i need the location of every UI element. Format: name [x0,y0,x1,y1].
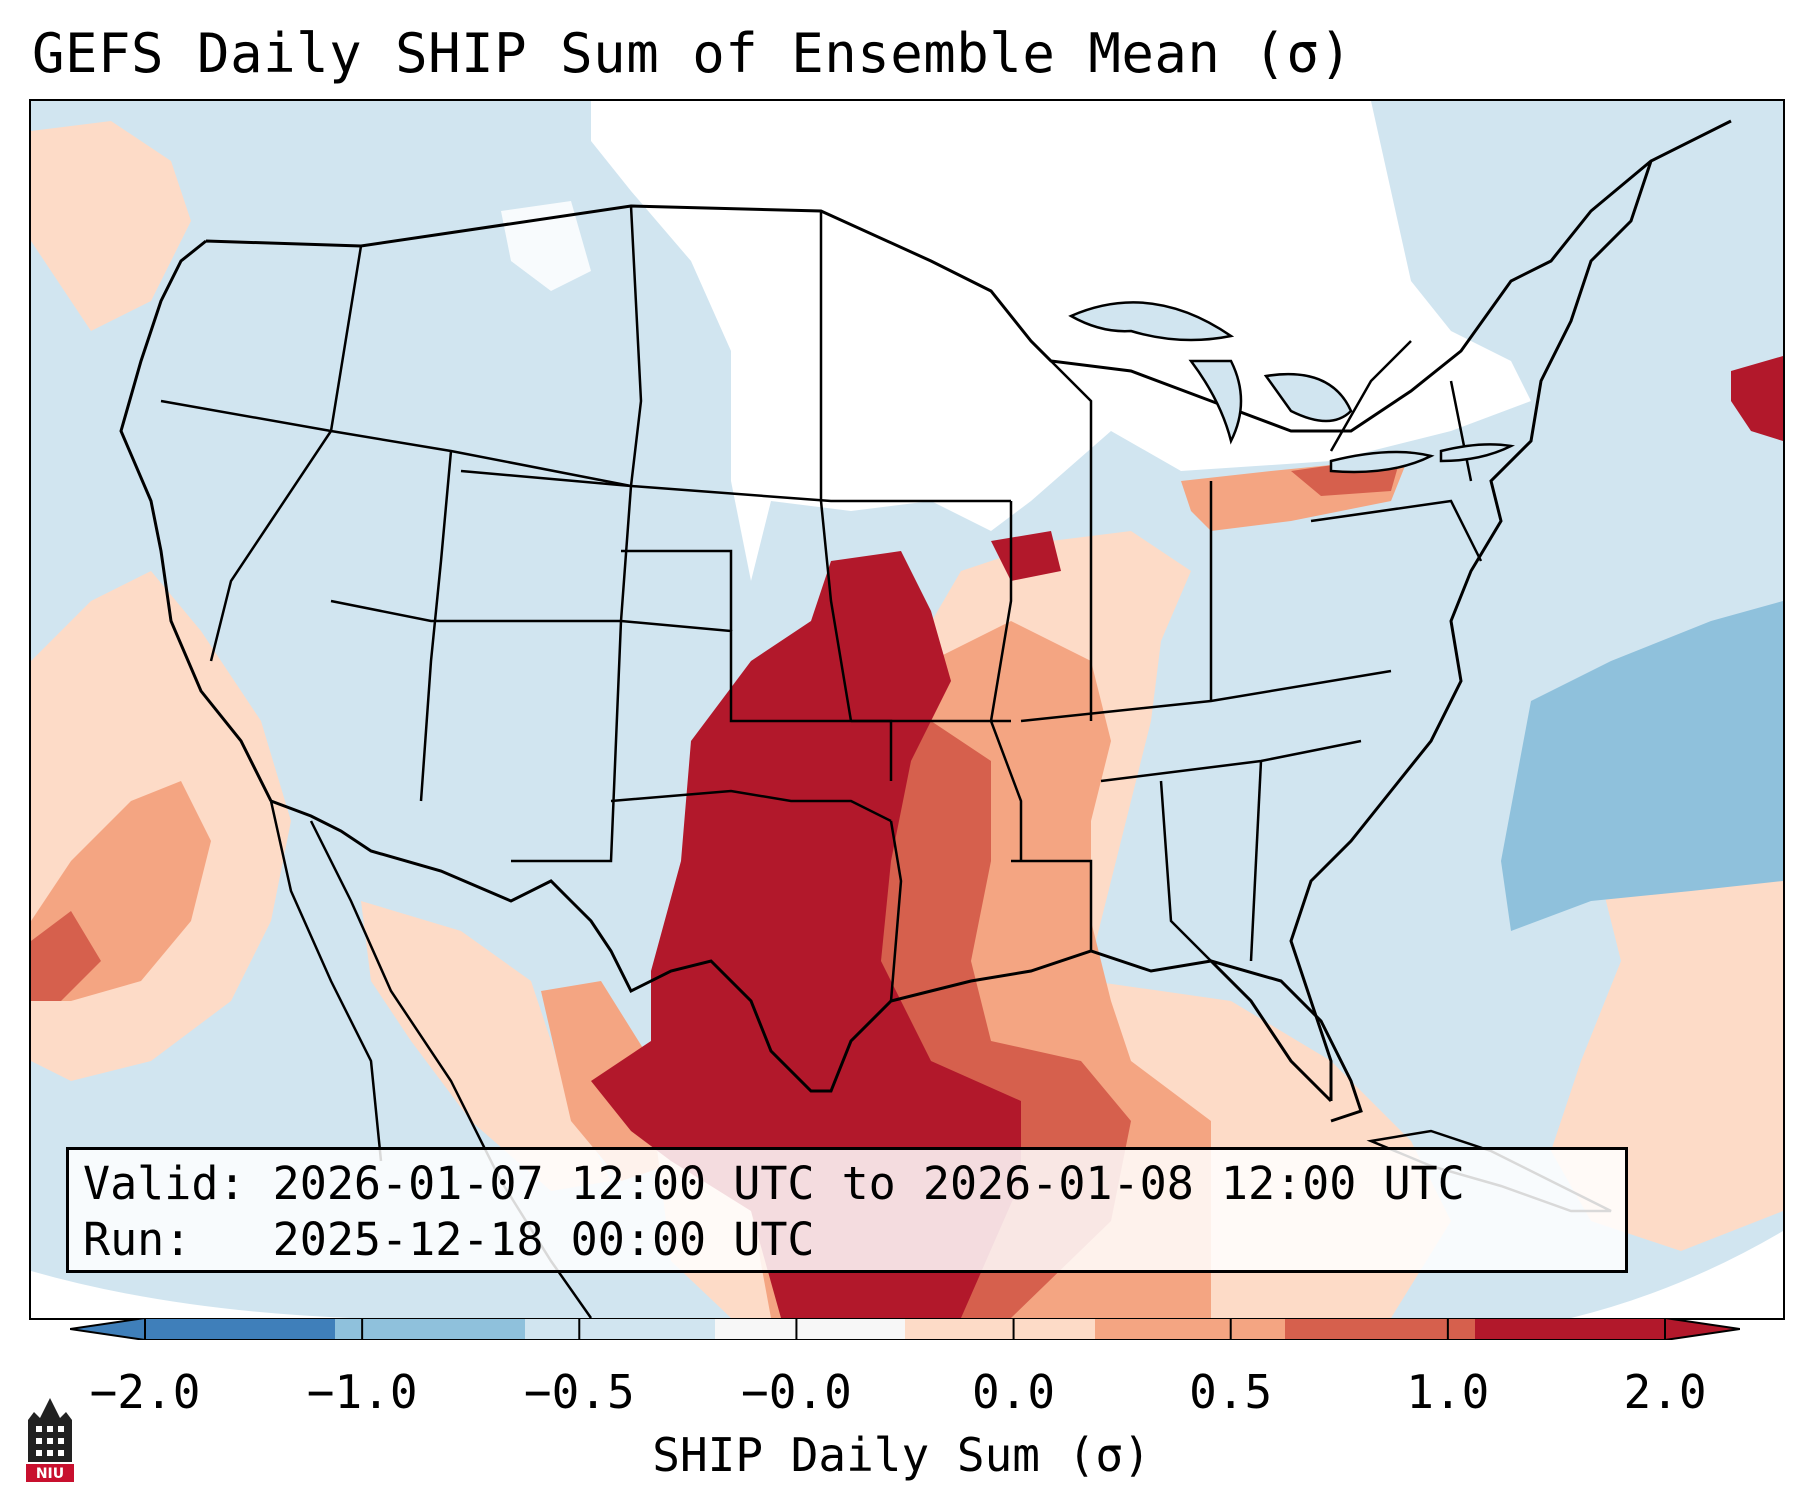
valid-label: Valid: [83,1157,246,1210]
run-line: Run: 2025-12-18 00:00 UTC [83,1212,1611,1268]
valid-value: 2026-01-07 12:00 UTC to 2026-01-08 12:00… [272,1157,1465,1210]
colorbar-segment [1475,1318,1666,1340]
extreme-region-central [591,551,1021,1318]
colorbar-tick-label: −1.0 [306,1365,418,1419]
colorbar-tick-label: −0.5 [523,1365,635,1419]
colorbar-segment [145,1318,336,1340]
valid-line: Valid: 2026-01-07 12:00 UTC to 2026-01-0… [83,1156,1611,1212]
map-panel [29,99,1785,1320]
colorbar [70,1318,1740,1340]
colorbar-segment [905,1318,1096,1340]
great-lakes [1068,301,1516,474]
chart-title: GEFS Daily SHIP Sum of Ensemble Mean (σ) [32,22,1353,85]
colorbar-extend-high [1665,1318,1740,1340]
colorbar-segment [1285,1318,1476,1340]
colorbar-segment [335,1318,526,1340]
neutral-region-west [501,201,591,291]
anomaly-map [31,101,1783,1318]
run-label: Run: [83,1213,192,1266]
colorbar-tick-label: −2.0 [89,1365,201,1419]
run-value: 2025-12-18 00:00 UTC [272,1213,815,1266]
colorbar-tick-label: 2.0 [1623,1365,1707,1419]
colorbar-tick-label: 0.5 [1189,1365,1273,1419]
colorbar-tick-label: 1.0 [1406,1365,1490,1419]
negative-region-atlantic [1501,601,1783,931]
extreme-region-illinois [991,531,1061,581]
strong-region-pacific [31,911,101,1001]
niu-logo: NIU [26,1398,74,1482]
colorbar-segment [1095,1318,1286,1340]
extreme-region-northeast [1731,356,1783,441]
colorbar-segment [525,1318,716,1340]
projection-edge-right [1571,1231,1783,1318]
positive-region-mexico [361,901,611,1191]
colorbar-extend-low [70,1318,145,1340]
state-borders [160,205,1483,1002]
florida-coast [1210,959,1363,1123]
colorbar-label: SHIP Daily Sum (σ) [652,1428,1151,1482]
projection-edge-left [31,1271,351,1318]
neutral-region-north [591,101,1531,581]
colorbar-segment [715,1318,906,1340]
colorbar-tick-label: 0.0 [972,1365,1056,1419]
positive-region-pacific-north [31,121,191,331]
logo-text: NIU [36,1466,64,1482]
us-outline [119,119,1732,1103]
colorbar-tick-label: −0.0 [741,1365,852,1419]
valid-time-box: Valid: 2026-01-07 12:00 UTC to 2026-01-0… [66,1147,1628,1273]
